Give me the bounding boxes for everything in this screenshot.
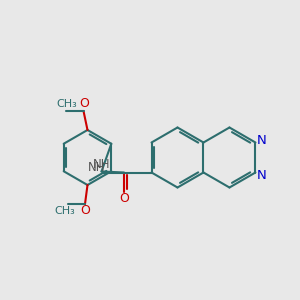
Text: CH₃: CH₃ — [55, 206, 75, 216]
Text: O: O — [80, 98, 89, 110]
Text: CH₃: CH₃ — [56, 99, 77, 109]
Text: NH: NH — [93, 158, 110, 170]
Text: N: N — [256, 169, 266, 182]
Text: NH: NH — [88, 161, 106, 174]
Text: O: O — [80, 205, 90, 218]
Text: N: N — [256, 134, 266, 146]
Text: O: O — [119, 191, 129, 205]
